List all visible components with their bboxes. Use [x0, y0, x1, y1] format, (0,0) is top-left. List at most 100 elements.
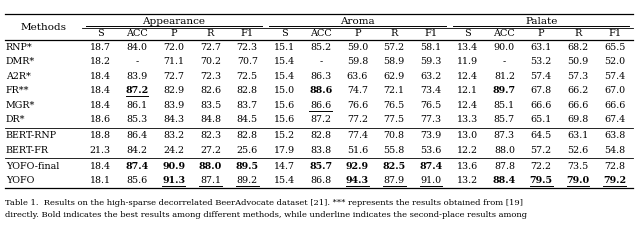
Text: 15.2: 15.2 [273, 131, 294, 140]
Text: 72.3: 72.3 [200, 72, 221, 81]
Text: 17.9: 17.9 [273, 146, 294, 155]
Text: 57.2: 57.2 [531, 146, 552, 155]
Text: 86.1: 86.1 [127, 101, 148, 110]
Text: 59.8: 59.8 [347, 57, 368, 66]
Text: F1: F1 [241, 30, 254, 38]
Text: 87.2: 87.2 [310, 115, 332, 124]
Text: 67.4: 67.4 [604, 115, 625, 124]
Text: 76.5: 76.5 [420, 101, 442, 110]
Text: F1: F1 [424, 30, 438, 38]
Text: 12.4: 12.4 [457, 72, 478, 81]
Text: 88.0: 88.0 [199, 162, 222, 171]
Text: 64.5: 64.5 [531, 131, 552, 140]
Text: 70.8: 70.8 [384, 131, 404, 140]
Text: R: R [574, 30, 582, 38]
Text: 85.6: 85.6 [127, 176, 148, 185]
Text: 77.3: 77.3 [420, 115, 442, 124]
Text: 88.6: 88.6 [309, 86, 332, 95]
Text: 74.7: 74.7 [347, 86, 368, 95]
Text: 63.2: 63.2 [420, 72, 442, 81]
Text: 59.3: 59.3 [420, 57, 442, 66]
Text: 65.5: 65.5 [604, 43, 625, 52]
Text: 84.5: 84.5 [237, 115, 258, 124]
Text: 21.3: 21.3 [90, 146, 111, 155]
Text: Methods: Methods [20, 23, 67, 32]
Text: 73.5: 73.5 [567, 162, 589, 171]
Text: 79.5: 79.5 [530, 176, 553, 185]
Text: BERT-FR: BERT-FR [6, 146, 49, 155]
Text: MGR*: MGR* [6, 101, 35, 110]
Text: 73.9: 73.9 [420, 131, 442, 140]
Text: 66.6: 66.6 [531, 101, 552, 110]
Text: 54.8: 54.8 [604, 146, 625, 155]
Text: 83.7: 83.7 [237, 101, 258, 110]
Text: 86.6: 86.6 [310, 101, 332, 110]
Text: 57.4: 57.4 [531, 72, 552, 81]
Text: 85.2: 85.2 [310, 43, 332, 52]
Text: 87.1: 87.1 [200, 176, 221, 185]
Text: YOFO: YOFO [6, 176, 35, 185]
Text: 91.3: 91.3 [163, 176, 186, 185]
Text: 27.2: 27.2 [200, 146, 221, 155]
Text: 83.9: 83.9 [127, 72, 148, 81]
Text: 72.0: 72.0 [163, 43, 184, 52]
Text: 68.2: 68.2 [567, 43, 588, 52]
Text: 73.4: 73.4 [420, 86, 442, 95]
Text: 94.3: 94.3 [346, 176, 369, 185]
Text: 69.8: 69.8 [567, 115, 589, 124]
Text: 58.1: 58.1 [420, 43, 442, 52]
Text: 89.5: 89.5 [236, 162, 259, 171]
Text: 87.3: 87.3 [494, 131, 515, 140]
Text: 57.2: 57.2 [383, 43, 404, 52]
Text: 85.7: 85.7 [494, 115, 515, 124]
Text: S: S [97, 30, 104, 38]
Text: A2R*: A2R* [6, 72, 31, 81]
Text: P: P [354, 30, 361, 38]
Text: 53.2: 53.2 [531, 57, 552, 66]
Text: 72.7: 72.7 [163, 72, 184, 81]
Text: P: P [538, 30, 545, 38]
Text: FR**: FR** [6, 86, 29, 95]
Text: 87.4: 87.4 [419, 162, 443, 171]
Text: 12.2: 12.2 [457, 146, 478, 155]
Text: 66.6: 66.6 [567, 101, 589, 110]
Text: ACC: ACC [493, 30, 515, 38]
Text: S: S [281, 30, 287, 38]
Text: Table 1.  Results on the high-sparse decorrelated BeerAdvocate dataset [21]. ***: Table 1. Results on the high-sparse deco… [5, 199, 523, 207]
Text: 87.8: 87.8 [494, 162, 515, 171]
Text: 12.1: 12.1 [457, 86, 478, 95]
Text: 18.4: 18.4 [90, 86, 111, 95]
Text: 87.4: 87.4 [125, 162, 148, 171]
Text: 11.9: 11.9 [457, 57, 478, 66]
Text: 13.3: 13.3 [457, 115, 478, 124]
Text: 55.8: 55.8 [383, 146, 405, 155]
Text: 63.1: 63.1 [567, 131, 589, 140]
Text: 50.9: 50.9 [567, 57, 589, 66]
Text: 51.6: 51.6 [347, 146, 368, 155]
Text: 58.9: 58.9 [383, 57, 405, 66]
Text: 88.4: 88.4 [493, 176, 516, 185]
Text: BERT-RNP: BERT-RNP [6, 131, 57, 140]
Text: 77.2: 77.2 [347, 115, 368, 124]
Text: 65.1: 65.1 [531, 115, 552, 124]
Text: 18.8: 18.8 [90, 131, 111, 140]
Text: 59.0: 59.0 [347, 43, 368, 52]
Text: 83.8: 83.8 [310, 146, 332, 155]
Text: 15.4: 15.4 [273, 72, 294, 81]
Text: 87.2: 87.2 [125, 86, 148, 95]
Text: 25.6: 25.6 [237, 146, 258, 155]
Text: 72.7: 72.7 [200, 43, 221, 52]
Text: 18.4: 18.4 [90, 162, 111, 171]
Text: 72.2: 72.2 [531, 162, 552, 171]
Text: 92.9: 92.9 [346, 162, 369, 171]
Text: 66.6: 66.6 [604, 101, 625, 110]
Text: Appearance: Appearance [142, 17, 205, 25]
Text: S: S [465, 30, 471, 38]
Text: 52.0: 52.0 [604, 57, 625, 66]
Text: 86.3: 86.3 [310, 72, 332, 81]
Text: 18.6: 18.6 [90, 115, 111, 124]
Text: 81.2: 81.2 [494, 72, 515, 81]
Text: 88.0: 88.0 [494, 146, 515, 155]
Text: 82.9: 82.9 [163, 86, 184, 95]
Text: P: P [170, 30, 177, 38]
